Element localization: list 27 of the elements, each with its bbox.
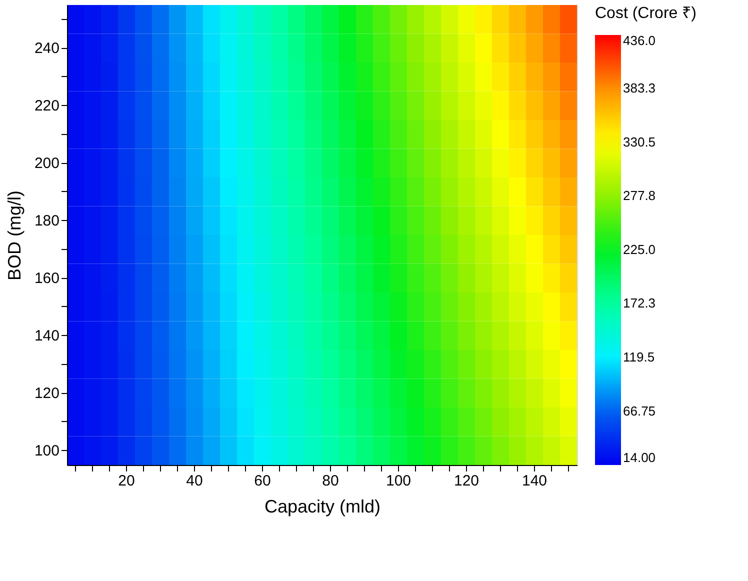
- y-tick-label: 100: [34, 442, 60, 460]
- color-bar-label: 119.5: [623, 350, 655, 364]
- color-bar-label: 330.5: [623, 134, 656, 150]
- x-tick-label: 60: [254, 472, 271, 490]
- y-tick-label: 160: [34, 270, 60, 288]
- y-tick-label: 140: [34, 328, 60, 345]
- color-bar-label: 436.0: [623, 33, 656, 48]
- y-tick-label: 220: [34, 98, 60, 115]
- color-bar-label: 172.3: [623, 296, 656, 311]
- y-tick-label: 120: [34, 385, 60, 402]
- color-bar-label: 66.75: [623, 403, 656, 418]
- y-axis-title: BOD (mg/l): [4, 190, 24, 280]
- x-tick-label: 100: [386, 472, 412, 490]
- x-tick-label: 140: [522, 472, 548, 490]
- x-tick-label: 20: [118, 472, 135, 490]
- x-tick-label: 80: [322, 472, 339, 490]
- color-bar-label: 383.3: [623, 80, 656, 96]
- color-bar-label: 277.8: [623, 188, 656, 204]
- color-bar-label: 225.0: [623, 242, 656, 257]
- x-axis-title: Capacity (mld): [264, 496, 381, 516]
- y-tick-label: 180: [34, 212, 60, 230]
- y-tick-label: 200: [34, 155, 60, 172]
- color-bar-title: Cost (Crore ₹): [595, 5, 696, 22]
- x-tick-label: 40: [186, 472, 203, 490]
- y-tick-label: 240: [34, 40, 60, 58]
- color-bar-label: 14.00: [623, 450, 656, 465]
- x-tick-label: 120: [454, 472, 480, 490]
